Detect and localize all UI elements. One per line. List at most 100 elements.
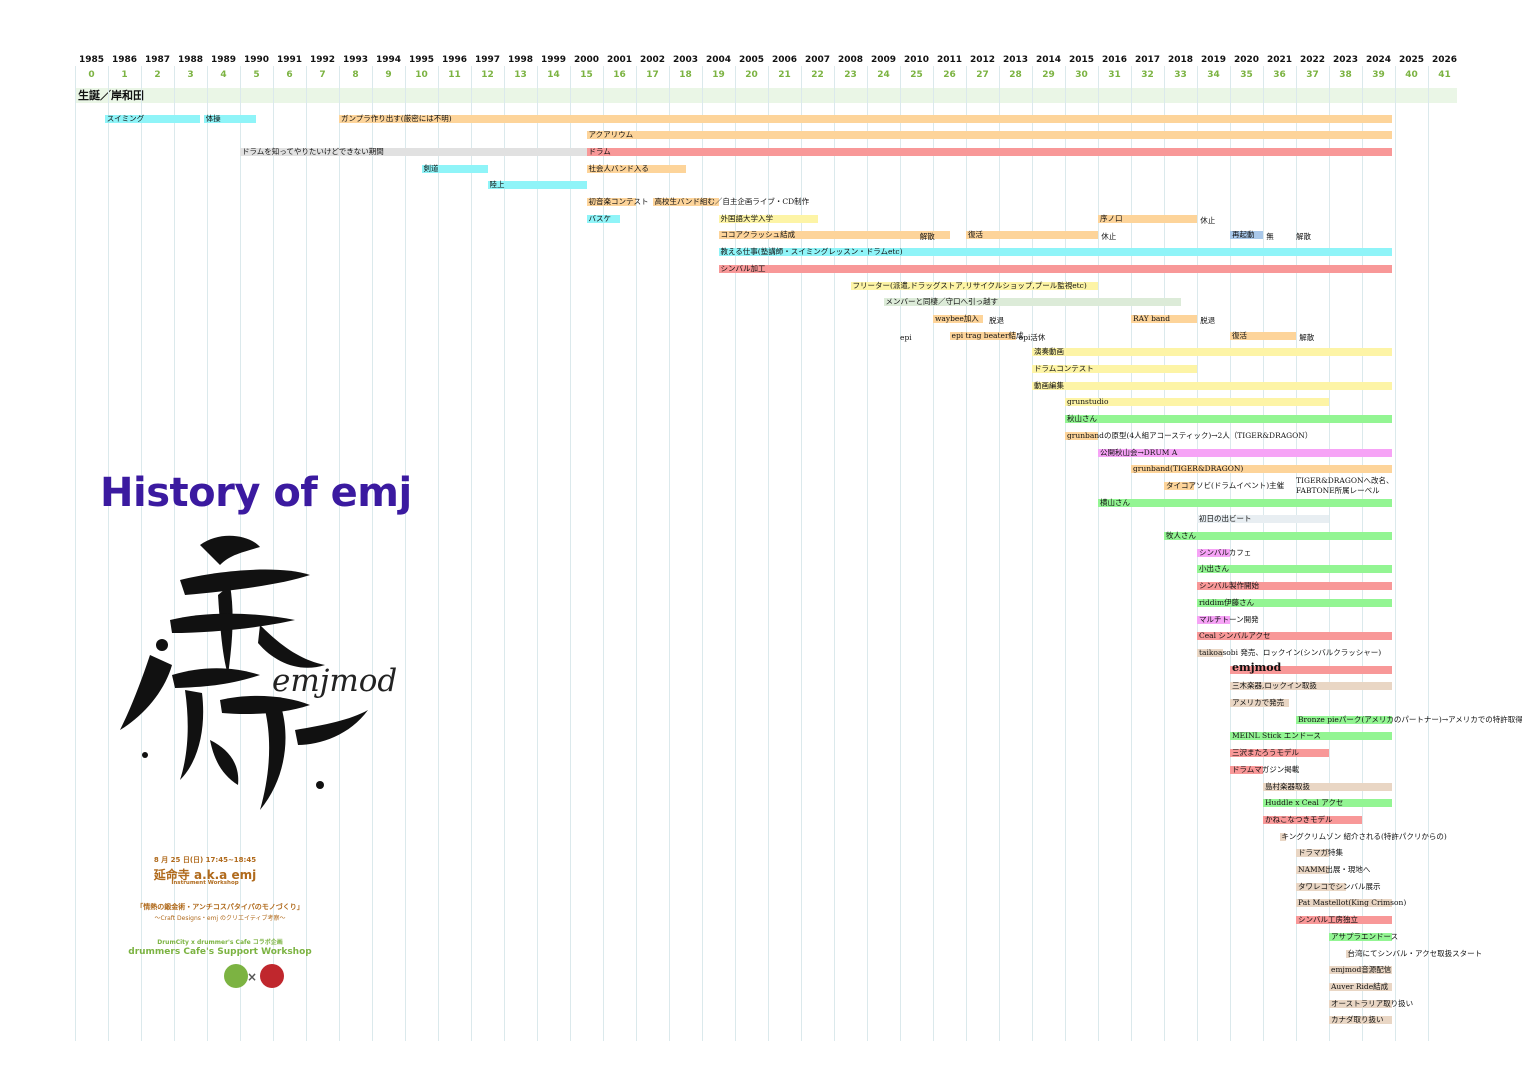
year-label: 2017 (1134, 55, 1161, 65)
event-label: 再起動 (1232, 230, 1255, 240)
event-label: 高校生バンド組む／自主企画ライブ・CD制作 (654, 197, 810, 206)
timeline-bar (1032, 348, 1392, 357)
grid-line (801, 66, 802, 1041)
year-label: 2006 (771, 55, 798, 65)
year-label: 1989 (210, 55, 237, 65)
age-label: 12 (481, 70, 494, 80)
timeline-bar (1296, 916, 1392, 925)
age-label: 30 (1075, 70, 1088, 80)
grid-line (306, 66, 307, 1041)
year-label: 2015 (1068, 55, 1095, 65)
event-label: スイミング (106, 113, 145, 123)
timeline-bar (718, 248, 1392, 257)
grid-line (339, 66, 340, 1041)
age-label: 14 (547, 70, 560, 80)
event-label: 動画編集 (1034, 380, 1064, 390)
poster-title: History of emj (100, 470, 412, 516)
event-label: 台湾にてシンバル・アクセ取扱スタート (1347, 948, 1483, 958)
age-label: 15 (580, 70, 593, 80)
event-label: 横山さん (1100, 497, 1130, 507)
event-label: シンバル工房独立 (1298, 915, 1358, 925)
timeline-bar (1230, 665, 1392, 674)
timeline-bar (586, 214, 620, 223)
event-note: epi (900, 332, 912, 342)
grid-line (1065, 66, 1066, 1041)
event-label: 教える仕事(塾講師・スイミングレッスン・ドラムetc) (720, 247, 903, 257)
timeline-bar (240, 147, 587, 156)
event-label: emjmod (1232, 660, 1282, 674)
timeline-bar (718, 214, 818, 223)
age-label: 33 (1174, 70, 1187, 80)
event-label: RAY band (1133, 313, 1170, 323)
grid-line (1131, 66, 1132, 1041)
age-label: 38 (1339, 70, 1352, 80)
age-label: 39 (1372, 70, 1385, 80)
grid-line (471, 66, 472, 1041)
timeline-bar (487, 181, 587, 190)
event-label: ドラマガ特集 (1298, 848, 1343, 858)
timeline-bar (949, 331, 1016, 340)
event-label: アサプラエンドース (1331, 931, 1399, 941)
age-label: 29 (1042, 70, 1055, 80)
timeline-bar (1263, 815, 1362, 824)
timeline-bar (718, 264, 1392, 273)
event-label: riddim伊藤さん (1199, 597, 1255, 607)
birth-band (75, 88, 1457, 103)
age-label: 9 (385, 70, 392, 80)
event-label: メンバーと同棲／守口へ引っ越す (885, 297, 999, 307)
year-label: 2000 (573, 55, 600, 65)
year-label: 2005 (738, 55, 765, 65)
event-label: タイコアソビ(ドラムイベント)主催 (1166, 480, 1285, 490)
event-note: 休止 (1200, 215, 1216, 225)
age-label: 18 (679, 70, 692, 80)
grid-line (570, 66, 571, 1041)
event-label: かねこなつきモデル (1265, 814, 1333, 824)
event-label: 三沢またろうモデル (1232, 748, 1300, 758)
calligraphy-emblem (120, 535, 368, 810)
age-label: 1 (121, 70, 128, 80)
age-label: 16 (613, 70, 626, 80)
timeline-bar (1197, 615, 1230, 624)
timeline-bar (933, 314, 983, 323)
event-label: epi trag beater結成 (951, 330, 1024, 340)
event-subtitle: Instrument Workshop (171, 880, 239, 886)
event-name: 延命寺 a.k.a emj (153, 868, 257, 882)
age-label: 5 (253, 70, 260, 80)
age-label: 6 (286, 70, 293, 80)
event-label: grunband(TIGER&DRAGON) (1133, 464, 1244, 474)
age-label: 23 (844, 70, 857, 80)
event-label: Pat Mastellot(King Crimson) (1298, 898, 1407, 908)
timeline-bar (1197, 582, 1392, 591)
timeline-bar (1098, 214, 1197, 223)
timeline-bar (1131, 314, 1197, 323)
year-label: 2023 (1332, 55, 1359, 65)
age-label: 4 (220, 70, 227, 80)
event-label: カナダ取り扱い (1331, 1015, 1384, 1025)
event-label: 外国語大学入学 (720, 213, 774, 223)
event-label: Auver Ride結成 (1331, 981, 1389, 991)
age-label: 25 (910, 70, 923, 80)
year-label: 2018 (1167, 55, 1194, 65)
grid-line (735, 66, 736, 1041)
event-label: シンバル加工 (720, 263, 766, 273)
timeline-bar (850, 281, 1098, 290)
grid-line (669, 66, 670, 1041)
age-label: 22 (811, 70, 824, 80)
event-label: 初日の出ビート (1199, 514, 1252, 524)
grid-line (1362, 66, 1363, 1041)
timeline-bar (1329, 1016, 1392, 1025)
event-label: アクアリウム (588, 130, 634, 140)
timeline-bar (1098, 448, 1392, 457)
grid-line (1032, 66, 1033, 1041)
year-label: 2012 (969, 55, 996, 65)
age-label: 26 (943, 70, 956, 80)
event-label: アメリカで発売 (1232, 698, 1285, 707)
grid-line (372, 66, 373, 1041)
timeline-bar (1197, 632, 1392, 641)
event-label: 体操 (205, 113, 221, 123)
timeline-bar (203, 114, 257, 123)
year-label: 1997 (474, 55, 501, 65)
age-label: 11 (448, 70, 461, 80)
timeline-bar (1164, 481, 1194, 490)
